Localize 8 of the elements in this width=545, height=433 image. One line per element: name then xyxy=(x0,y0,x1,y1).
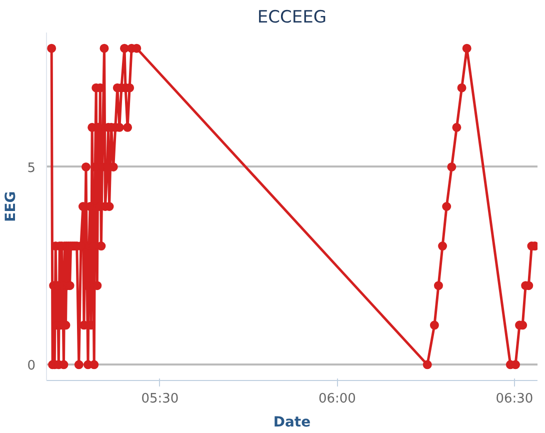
x-tick-label: 05:30 xyxy=(141,392,179,406)
chart-title: ECCEEG xyxy=(257,8,327,28)
x-tick-label: 06:30 xyxy=(496,392,534,406)
y-axis-title: EEG xyxy=(3,191,20,222)
x-tick-label: 06:00 xyxy=(318,392,356,406)
x-axis-title: Date xyxy=(273,414,311,430)
y-tick-label: 0 xyxy=(27,358,36,374)
y-tick-label: 5 xyxy=(27,160,36,176)
